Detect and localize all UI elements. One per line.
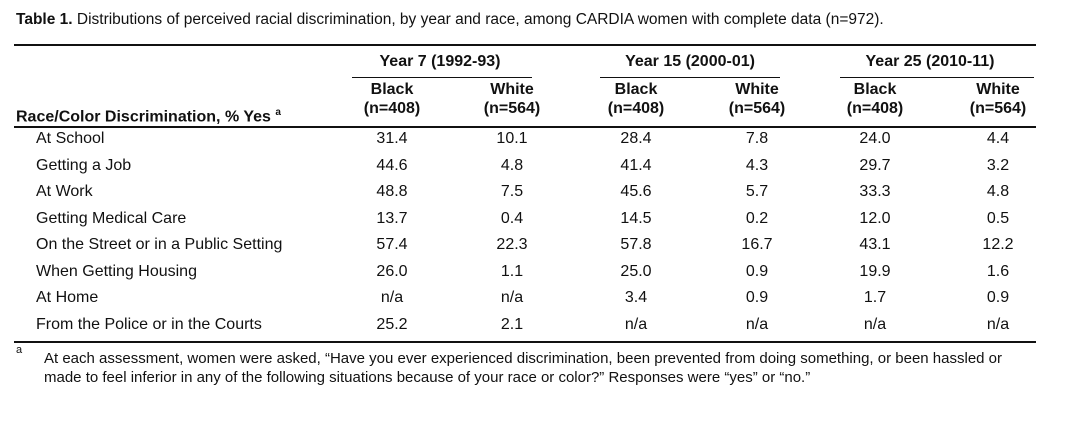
- subheader-y15-white: White (n=564): [728, 81, 786, 117]
- cell-y7-black: 31.4: [376, 130, 408, 147]
- cell-y7-black: n/a: [380, 289, 404, 306]
- cell-y7-white: 0.4: [500, 209, 524, 227]
- year-15-header: Year 15 (2000-01): [625, 53, 755, 70]
- row-label: At Work: [36, 183, 93, 200]
- subheader-y15-black: Black (n=408): [607, 81, 665, 117]
- cell-y25-white: 3.2: [986, 156, 1010, 174]
- header-rule: [14, 126, 1036, 128]
- subheader-y7-black: Black (n=408): [363, 81, 421, 117]
- table-row: Getting Medical Care 13.7 0.4 14.5 0.2 1…: [0, 206, 1080, 232]
- cell-y7-white: 10.1: [496, 130, 528, 147]
- subheader-y25-black: Black (n=408): [846, 81, 904, 117]
- cell-y15-white: 16.7: [741, 236, 773, 253]
- cell-y7-black: 44.6: [376, 156, 408, 174]
- cell-y15-white: 4.3: [745, 156, 769, 174]
- cell-y15-black: 3.4: [624, 289, 648, 306]
- footnote-mark: a: [16, 344, 23, 356]
- cell-y7-black: 26.0: [376, 262, 408, 280]
- year-25-underline: [840, 77, 1034, 79]
- footnote-text: At each assessment, women were asked, “H…: [44, 350, 1003, 386]
- row-label: When Getting Housing: [36, 262, 197, 280]
- cell-y7-white: n/a: [500, 289, 524, 306]
- table-row: Getting a Job 44.6 4.8 41.4 4.3 29.7 3.2: [0, 153, 1080, 179]
- cell-y15-white: 7.8: [745, 130, 769, 147]
- cell-y25-black: n/a: [863, 315, 887, 333]
- caption-text: Distributions of perceived racial discri…: [72, 11, 884, 28]
- cell-y15-white: 0.2: [745, 209, 769, 227]
- cell-y25-black: 43.1: [859, 236, 891, 253]
- cell-y7-black: 48.8: [376, 183, 408, 200]
- cell-y15-black: 14.5: [620, 209, 652, 227]
- cell-y7-black: 57.4: [376, 236, 408, 253]
- cell-y7-white: 7.5: [500, 183, 524, 200]
- table-row: On the Street or in a Public Setting 57.…: [0, 232, 1080, 258]
- row-label-header: Race/Color Discrimination, % Yes a: [16, 107, 281, 126]
- year-7-header: Year 7 (1992-93): [379, 53, 501, 70]
- table-row: When Getting Housing 26.0 1.1 25.0 0.9 1…: [0, 259, 1080, 285]
- cell-y7-black: 13.7: [376, 209, 408, 227]
- table-row: At School 31.4 10.1 28.4 7.8 24.0 4.4: [0, 126, 1080, 152]
- cell-y7-white: 2.1: [500, 315, 524, 333]
- cell-y7-white: 1.1: [500, 262, 524, 280]
- year-15-underline: [600, 77, 780, 79]
- cell-y25-white: 1.6: [986, 262, 1010, 280]
- cell-y25-white: n/a: [986, 315, 1010, 333]
- cell-y15-black: 41.4: [620, 156, 652, 174]
- cell-y25-black: 1.7: [863, 289, 887, 306]
- cell-y15-white: 0.9: [745, 262, 769, 280]
- cell-y25-white: 4.4: [986, 130, 1010, 147]
- year-7-underline: [352, 77, 532, 79]
- row-label: At Home: [36, 289, 99, 306]
- cell-y25-black: 33.3: [859, 183, 891, 200]
- cell-y15-black: n/a: [624, 315, 648, 333]
- bottom-rule: [14, 341, 1036, 343]
- row-label: At School: [36, 130, 105, 147]
- cell-y15-white: 5.7: [745, 183, 769, 200]
- cell-y25-black: 24.0: [859, 130, 891, 147]
- subheader-y7-white: White (n=564): [483, 81, 541, 117]
- table-caption: Table 1. Distributions of perceived raci…: [16, 10, 1066, 30]
- cell-y15-black: 25.0: [620, 262, 652, 280]
- cell-y25-white: 0.5: [986, 209, 1010, 227]
- cell-y7-black: 25.2: [376, 315, 408, 333]
- row-label: Getting Medical Care: [36, 209, 187, 227]
- cell-y15-white: 0.9: [745, 289, 769, 306]
- cell-y7-white: 4.8: [500, 156, 524, 174]
- cell-y25-black: 12.0: [859, 209, 891, 227]
- table-row: At Work 48.8 7.5 45.6 5.7 33.3 4.8: [0, 179, 1080, 205]
- year-25-header: Year 25 (2010-11): [865, 53, 995, 70]
- top-rule: [14, 44, 1036, 46]
- cell-y25-black: 19.9: [859, 262, 891, 280]
- cell-y25-white: 0.9: [986, 289, 1010, 306]
- subheader-y25-white: White (n=564): [969, 81, 1027, 117]
- table-row: At Home n/a n/a 3.4 0.9 1.7 0.9: [0, 285, 1080, 311]
- cell-y15-white: n/a: [745, 315, 769, 333]
- cell-y15-black: 57.8: [620, 236, 652, 253]
- cell-y25-black: 29.7: [859, 156, 891, 174]
- cell-y7-white: 22.3: [496, 236, 528, 253]
- cell-y25-white: 12.2: [982, 236, 1014, 253]
- row-label: On the Street or in a Public Setting: [36, 236, 283, 253]
- table-row: From the Police or in the Courts 25.2 2.…: [0, 312, 1080, 338]
- cell-y15-black: 28.4: [620, 130, 652, 147]
- row-label: Getting a Job: [36, 156, 132, 174]
- cell-y25-white: 4.8: [986, 183, 1010, 200]
- cell-y15-black: 45.6: [620, 183, 652, 200]
- caption-label: Table 1.: [16, 11, 73, 28]
- row-label: From the Police or in the Courts: [36, 315, 262, 333]
